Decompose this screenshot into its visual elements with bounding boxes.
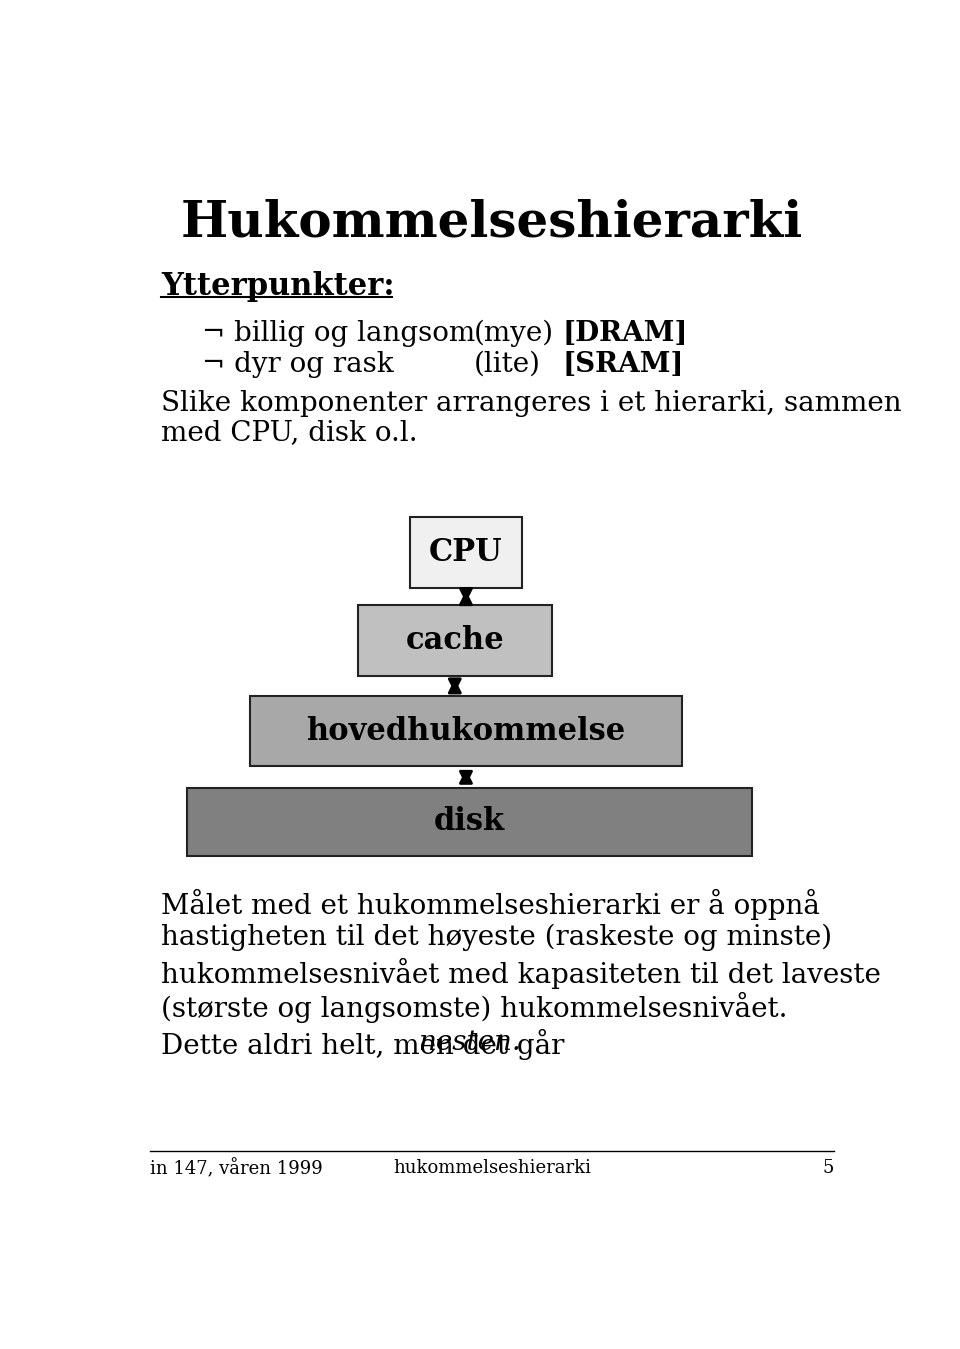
Text: [SRAM]: [SRAM] xyxy=(563,351,684,378)
Text: ¬ dyr og rask: ¬ dyr og rask xyxy=(202,351,394,378)
Text: disk: disk xyxy=(434,807,505,838)
Text: [DRAM]: [DRAM] xyxy=(563,320,688,347)
Text: CPU: CPU xyxy=(429,537,503,568)
Text: 5: 5 xyxy=(823,1159,834,1178)
Bar xyxy=(410,517,522,588)
Text: Hukommelseshierarki: Hukommelseshierarki xyxy=(180,198,804,247)
Text: hastigheten til det høyeste (raskeste og minste): hastigheten til det høyeste (raskeste og… xyxy=(161,923,832,951)
Bar xyxy=(187,788,753,855)
Text: hukommelseshierarki: hukommelseshierarki xyxy=(393,1159,591,1178)
Text: Dette aldri helt, men det går: Dette aldri helt, men det går xyxy=(161,1029,573,1060)
Text: ¬ billig og langsom: ¬ billig og langsom xyxy=(202,320,475,347)
Text: (største og langsomste) hukommelsesnivået.: (største og langsomste) hukommelsesnivåe… xyxy=(161,992,787,1023)
Bar xyxy=(251,696,682,766)
Text: hovedhukommelse: hovedhukommelse xyxy=(306,715,626,746)
Text: cache: cache xyxy=(405,625,504,656)
Text: (lite): (lite) xyxy=(473,351,540,378)
Text: med CPU, disk o.l.: med CPU, disk o.l. xyxy=(161,420,418,447)
Text: (mye): (mye) xyxy=(473,320,554,347)
Text: hukommelsesnivået med kapasiteten til det laveste: hukommelsesnivået med kapasiteten til de… xyxy=(161,958,880,989)
Bar xyxy=(358,606,552,676)
Text: in 147, våren 1999: in 147, våren 1999 xyxy=(150,1159,323,1179)
Text: Slike komponenter arrangeres i et hierarki, sammen: Slike komponenter arrangeres i et hierar… xyxy=(161,390,901,417)
Text: Ytterpunkter:: Ytterpunkter: xyxy=(161,271,395,302)
Text: Målet med et hukommelseshierarki er å oppnå: Målet med et hukommelseshierarki er å op… xyxy=(161,889,820,920)
Text: nesten.: nesten. xyxy=(418,1029,520,1056)
